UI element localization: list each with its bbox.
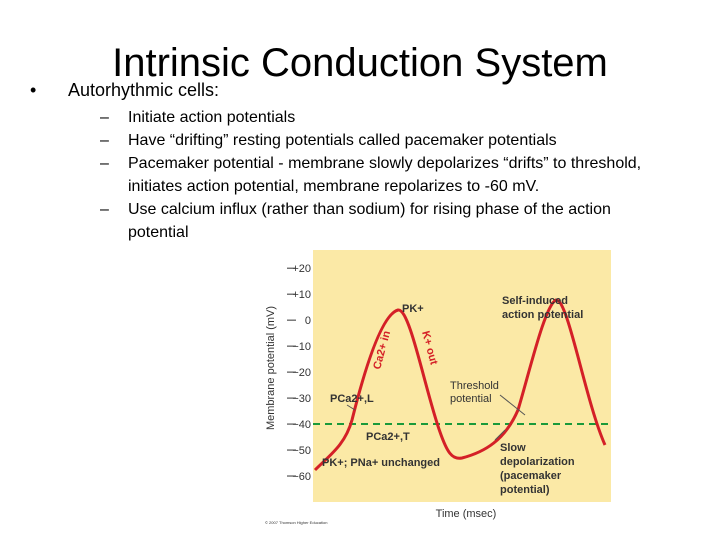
bullet-dot: • bbox=[30, 80, 36, 100]
y-tick-label: −50 bbox=[292, 445, 311, 457]
annotation-pk: PK+ bbox=[402, 303, 424, 315]
dash: – bbox=[100, 201, 109, 218]
y-tick-label: 0 bbox=[305, 315, 311, 327]
y-tick-label: −10 bbox=[292, 341, 311, 353]
y-tick-label: −20 bbox=[292, 367, 311, 379]
dash: – bbox=[100, 132, 109, 149]
dash: – bbox=[100, 155, 109, 172]
y-tick-label: +20 bbox=[292, 263, 311, 275]
annotation-threshold: potential bbox=[450, 393, 492, 405]
sub-bullet: Pacemaker potential - membrane slowly de… bbox=[128, 155, 641, 172]
annotation-slow: (pacemaker bbox=[500, 470, 562, 482]
y-axis: +20 +10 0 −10 −20 −30 −40 −50 −60 bbox=[287, 263, 311, 483]
annotation-threshold: Threshold bbox=[450, 380, 499, 392]
y-tick-label: +10 bbox=[292, 289, 311, 301]
slide-title: Intrinsic Conduction System bbox=[112, 41, 608, 85]
sub-bullets: – Initiate action potentials – Have “drifti… bbox=[100, 109, 641, 241]
y-axis-label: Membrane potential (mV) bbox=[265, 306, 277, 430]
y-tick-label: −40 bbox=[292, 419, 311, 431]
action-potential-curve bbox=[313, 298, 607, 472]
sub-bullet: potential bbox=[128, 224, 189, 241]
annotation-self-induced: action potential bbox=[502, 309, 583, 321]
annotation-slow: depolarization bbox=[500, 456, 575, 468]
annotation-pca-l: PCa2+,L bbox=[330, 393, 374, 405]
annotation-unchanged: PK+; PNa+ unchanged bbox=[322, 457, 440, 469]
annotation-slow: potential) bbox=[500, 484, 550, 496]
sub-bullet: Use calcium influx (rather than sodium) … bbox=[128, 201, 611, 218]
y-tick-label: −60 bbox=[292, 471, 311, 483]
dash: – bbox=[100, 109, 109, 126]
annotation-pca-t: PCa2+,T bbox=[366, 431, 410, 443]
x-axis-label: Time (msec) bbox=[436, 508, 497, 520]
y-tick-label: −30 bbox=[292, 393, 311, 405]
sub-bullet: Have “drifting” resting potentials calle… bbox=[128, 132, 557, 149]
sub-bullet: initiates action potential, membrane rep… bbox=[128, 178, 539, 195]
copyright: © 2007 Thomson Higher Education bbox=[265, 520, 327, 525]
bullet: Autorhythmic cells: bbox=[68, 80, 219, 100]
annotation-self-induced: Self-induced bbox=[502, 295, 568, 307]
annotation-arrows bbox=[346, 394, 526, 441]
annotation-slow: Slow bbox=[500, 442, 526, 454]
axis-area bbox=[258, 250, 313, 522]
sub-bullet: Initiate action potentials bbox=[128, 109, 295, 126]
